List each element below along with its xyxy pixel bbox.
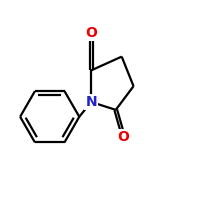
Text: O: O bbox=[85, 26, 97, 40]
Text: O: O bbox=[118, 130, 130, 144]
Text: N: N bbox=[85, 95, 97, 109]
